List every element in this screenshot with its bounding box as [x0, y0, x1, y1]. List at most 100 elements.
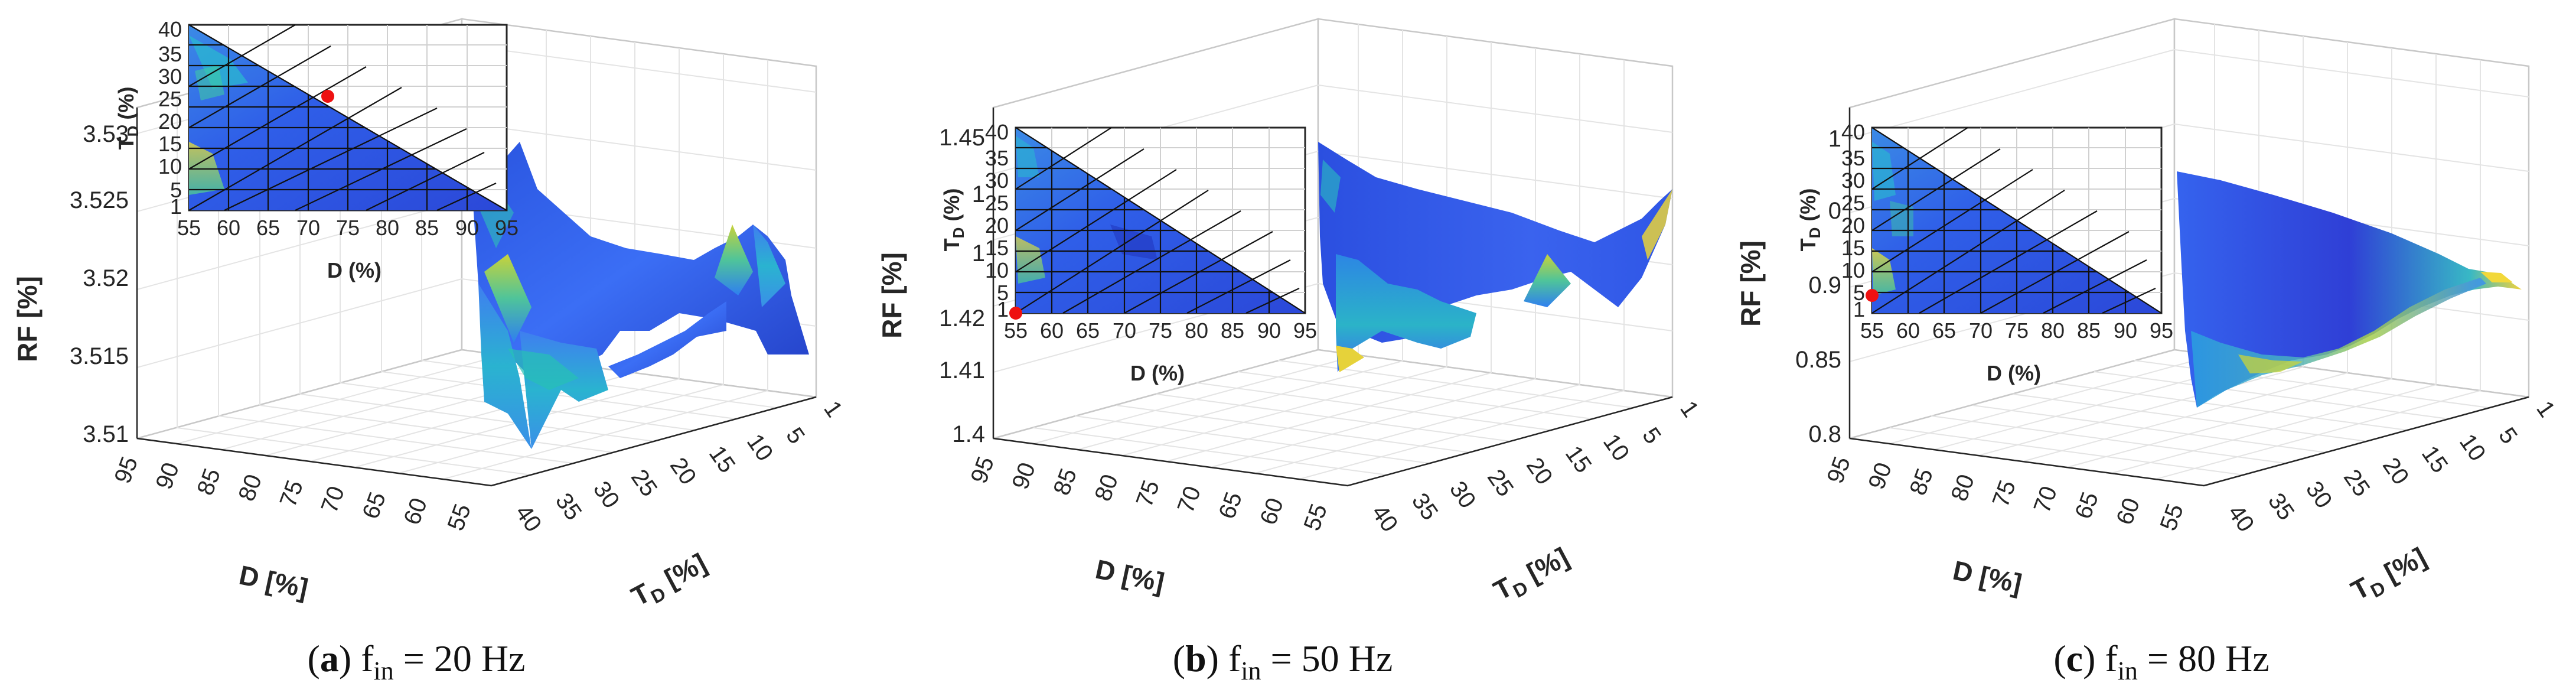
inset-x-tick: 95: [1293, 318, 1317, 343]
inset-x-tick: 80: [2041, 318, 2065, 343]
inset-x-tick: 95: [2150, 318, 2173, 343]
y-tick: 15: [2417, 441, 2453, 478]
z-tick: 1.45: [939, 125, 985, 151]
y-tick: 30: [2301, 477, 2337, 513]
x-tick: 70: [317, 483, 350, 516]
x-tick: 90: [1007, 459, 1041, 493]
inset-y-tick: 15: [158, 132, 182, 156]
inset-x-tick: 60: [217, 216, 240, 240]
y-tick: 5: [781, 423, 810, 448]
z-tick: 0.8: [1808, 421, 1841, 447]
inset-y-tick: 1: [170, 194, 182, 219]
y-tick: 5: [1637, 423, 1666, 448]
inset-mesh: [1015, 127, 1306, 314]
inset-x-tick: 80: [376, 216, 399, 240]
inset-y-tick: 30: [158, 64, 182, 89]
x-tick: 55: [1299, 500, 1333, 534]
y-tick: 35: [1407, 489, 1443, 525]
inset-x-tick: 65: [1932, 318, 1956, 343]
x-tick: 65: [358, 489, 392, 522]
y-axis-label: TD [%]: [1488, 541, 1575, 610]
inset-y-label: TD (%): [940, 188, 967, 252]
y-tick: 15: [704, 441, 741, 478]
optimum-marker: [321, 90, 334, 103]
z-axis: 1.4 1.41 1.42 1 1 1.45 RF [%]: [876, 108, 994, 447]
x-tick: 95: [110, 453, 144, 487]
x-tick: 75: [275, 477, 309, 510]
z-tick: 3.525: [70, 187, 129, 213]
z-tick: 0.9: [1808, 272, 1841, 298]
z-tick: 1.41: [939, 357, 985, 383]
inset-x-tick: 75: [1149, 318, 1172, 343]
y-tick: 15: [1560, 441, 1597, 478]
z-axis: 0.8 0.85 0.9 0 1 RF [%]: [1735, 108, 1851, 447]
rf-surface: [472, 142, 809, 449]
y-tick: 10: [1598, 430, 1635, 466]
y-tick: 1: [819, 396, 847, 422]
y-tick: 35: [550, 489, 587, 525]
inset-x-tick: 65: [256, 216, 280, 240]
inset-y-ticks: 1 5 10 15 20 25 30 35 40: [985, 120, 1009, 321]
inset-x-label: D (%): [327, 258, 381, 282]
x-tick: 90: [1864, 459, 1897, 493]
z-tick: 1.4: [952, 421, 985, 447]
y-tick: 1: [1675, 396, 1704, 422]
optimum-marker: [1009, 307, 1022, 320]
inset-x-ticks: 55 60 65 70 75 80 85 90 95: [177, 216, 519, 240]
inset-y-tick: 30: [1841, 168, 1865, 193]
x-axis-label: D [%]: [1950, 555, 2024, 599]
panel-caption: (b) fin = 50 Hz: [1173, 638, 1393, 685]
z-tick: 1.42: [939, 305, 985, 331]
inset-y-tick: 35: [985, 146, 1009, 170]
inset-x-tick: 70: [296, 216, 320, 240]
inset-x-ticks: 55 60 65 70 75 80 85 90 95: [1860, 318, 2173, 343]
rf-surface: [1318, 142, 1672, 372]
inset-x-tick: 75: [2005, 318, 2029, 343]
inset-x-tick: 60: [1896, 318, 1920, 343]
inset-x-tick: 65: [1076, 318, 1100, 343]
panel-b: 1.4 1.41 1.42 1 1 1.45 RF [%] 95 90 85 8…: [876, 18, 1704, 685]
z-tick: 3.52: [83, 265, 129, 291]
y-tick: 25: [1482, 465, 1519, 502]
y-tick: 40: [1367, 500, 1403, 537]
x-axis-label: D [%]: [236, 560, 311, 604]
panel-c: 0.8 0.85 0.9 0 1 RF [%] 95 90 85 80 75 7…: [1735, 18, 2560, 685]
inset-x-tick: 55: [1004, 318, 1028, 343]
y-tick: 30: [588, 477, 625, 513]
inset-y-tick: 25: [985, 191, 1009, 215]
x-tick: 90: [151, 459, 185, 493]
x-tick: 75: [1988, 477, 2021, 510]
inset-x-ticks: 55 60 65 70 75 80 85 90 95: [1004, 318, 1317, 343]
inset-y-tick: 5: [170, 178, 182, 202]
inset-y-tick: 20: [158, 109, 182, 134]
optimum-marker: [1866, 289, 1879, 302]
y-tick: 20: [2378, 453, 2414, 490]
y-tick: 30: [1444, 477, 1481, 513]
x-tick: 70: [2029, 483, 2063, 516]
x-tick: 70: [1173, 483, 1207, 516]
z-tick: 0: [1828, 198, 1841, 224]
inset-x-tick: 90: [1257, 318, 1281, 343]
x-tick: 65: [2070, 489, 2104, 522]
z-tick: 1: [1828, 126, 1841, 152]
inset-x-tick: 55: [1860, 318, 1884, 343]
inset-y-ticks: 1 5 10 15 20 25 30 35 40: [158, 17, 182, 219]
z-tick: 3.515: [70, 343, 129, 369]
inset-x-tick: 85: [1221, 318, 1244, 343]
x-tick: 60: [1256, 495, 1289, 528]
inset-y-tick: 5: [997, 281, 1009, 305]
inset: 1 5 10 15 20 25 30 35 40 55 60 65 70 75 …: [940, 120, 1317, 385]
inset-y-tick: 15: [985, 236, 1009, 260]
inset-x-tick: 75: [336, 216, 360, 240]
z-axis-label: RF [%]: [1735, 240, 1766, 327]
y-axis-label: TD [%]: [2346, 541, 2432, 610]
inset-x-tick: 80: [1185, 318, 1208, 343]
inset: 1 5 10 15 20 25 30 35 40 55 60 65 70 75 …: [1796, 120, 2173, 385]
inset-mesh: [188, 24, 507, 211]
inset-y-tick: 25: [158, 87, 182, 111]
inset-y-label: TD (%): [1796, 188, 1824, 252]
inset-y-ticks: 1 5 10 15 20 25 30 35 40: [1841, 120, 1865, 321]
inset-y-tick: 10: [1841, 258, 1865, 282]
inset-y-tick: 10: [985, 258, 1009, 282]
